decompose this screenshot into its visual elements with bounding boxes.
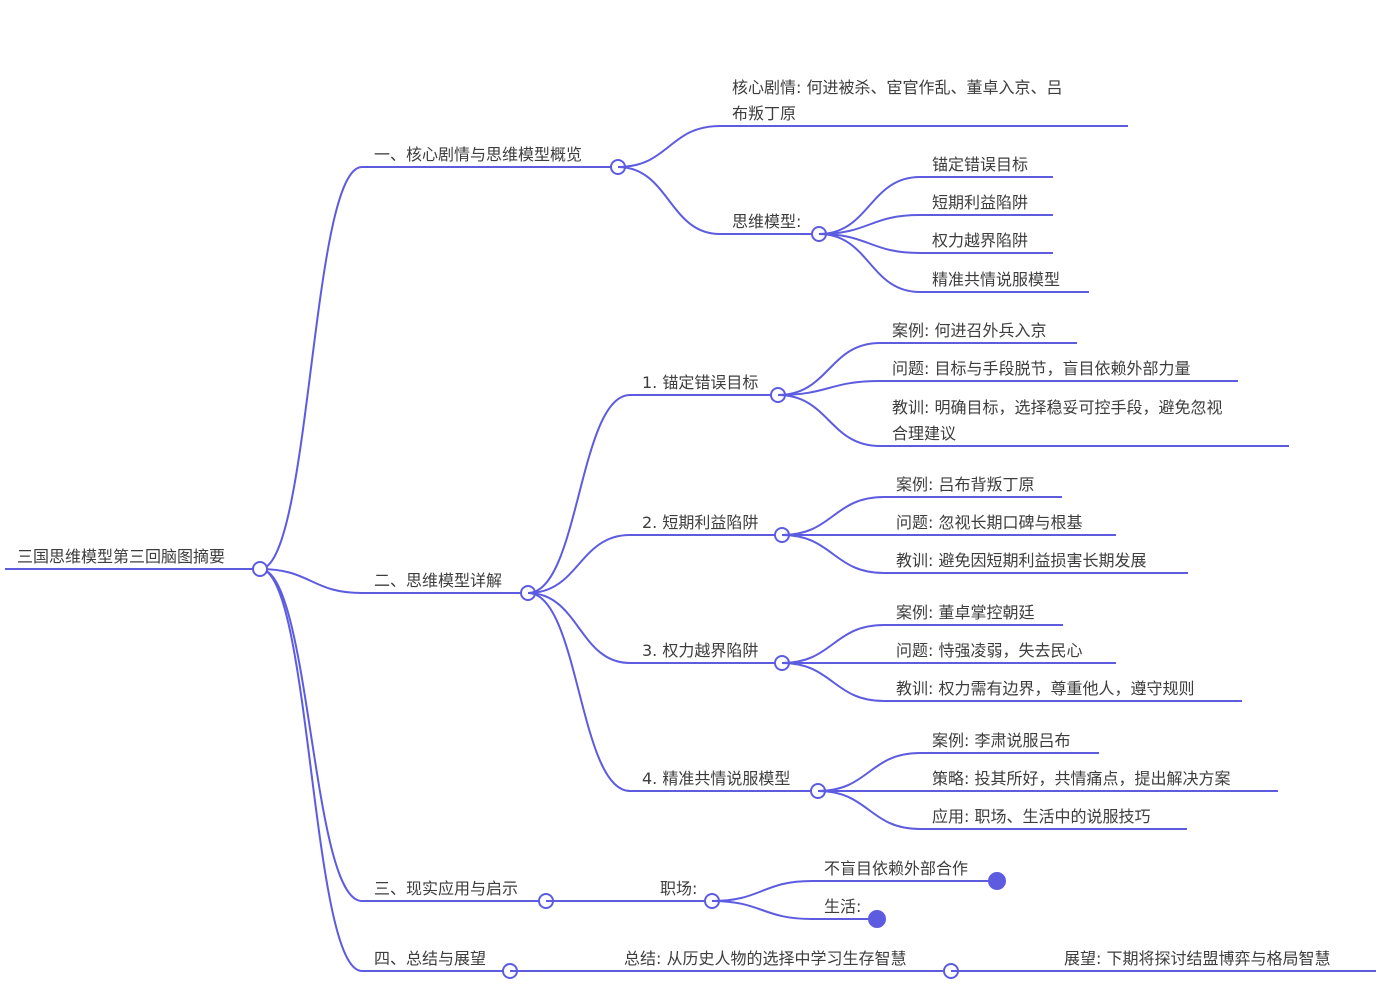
- node-label: 锚定错误目标: [932, 155, 1028, 174]
- node-label: 教训: 权力需有边界，尊重他人，遵守规则: [896, 679, 1194, 698]
- leaf-dot-icon[interactable]: [868, 910, 886, 928]
- node-label: 三国思维模型第三回脑图摘要: [17, 547, 225, 566]
- node-label: 不盲目依赖外部合作: [824, 859, 968, 878]
- node-label: 问题: 忽视长期口碑与根基: [896, 513, 1082, 532]
- leaf-node[interactable]: 问题: 忽视长期口碑与根基: [884, 513, 1116, 536]
- connector: [817, 752, 921, 792]
- leaf-node[interactable]: 案例: 何进召外兵入京: [880, 321, 1077, 344]
- connector: [527, 592, 631, 792]
- node-label: 四、总结与展望: [374, 949, 486, 968]
- connector: [818, 214, 921, 235]
- branch-connector: [259, 568, 363, 972]
- node-label: 核心剧情: 何进被杀、宦官作乱、董卓入京、吕: [732, 78, 1062, 97]
- node-label: 合理建议: [892, 424, 956, 443]
- sub-node[interactable]: 2. 短期利益陷阱: [630, 513, 790, 543]
- connector: [711, 900, 813, 920]
- node-label: 问题: 恃强凌弱，失去民心: [896, 641, 1082, 660]
- leaf-node[interactable]: 教训: 权力需有边界，尊重他人，遵守规则: [884, 679, 1242, 702]
- connector: [617, 125, 721, 168]
- connector: [777, 380, 881, 396]
- leaf-node[interactable]: 精准共情说服模型: [920, 270, 1089, 293]
- leaf-dot-icon[interactable]: [988, 872, 1006, 890]
- node-label: 2. 短期利益陷阱: [642, 513, 758, 532]
- leaf-node[interactable]: 应用: 职场、生活中的说服技巧: [920, 807, 1187, 830]
- node-label: 精准共情说服模型: [932, 270, 1060, 289]
- node-label: 3. 权力越界陷阱: [642, 641, 758, 660]
- sub-node[interactable]: 总结: 从历史人物的选择中学习生存智慧: [612, 949, 959, 979]
- connector: [781, 662, 885, 702]
- connector: [711, 880, 813, 902]
- branch-node[interactable]: 三、现实应用与启示: [362, 879, 554, 909]
- node-label: 三、现实应用与启示: [374, 879, 518, 898]
- leaf-node[interactable]: 策略: 投其所好，共情痛点，提出解决方案: [920, 769, 1278, 792]
- node-label: 4. 精准共情说服模型: [642, 769, 790, 788]
- connector: [818, 176, 921, 235]
- leaf-node[interactable]: 生活:: [812, 897, 886, 928]
- node-label: 案例: 何进召外兵入京: [892, 321, 1046, 340]
- node-label: 教训: 明确目标，选择稳妥可控手段，避免忽视: [892, 398, 1222, 417]
- leaf-node[interactable]: 展望: 下期将探讨结盟博弈与格局智慧: [1052, 949, 1376, 972]
- leaf-node[interactable]: 问题: 目标与手段脱节，盲目依赖外部力量: [880, 359, 1238, 382]
- node-label: 教训: 避免因短期利益损害长期发展: [896, 551, 1146, 570]
- connector: [817, 790, 921, 830]
- sub-node[interactable]: 思维模型:: [720, 212, 827, 242]
- leaf-node[interactable]: 案例: 吕布背叛丁原: [884, 475, 1062, 498]
- node-label: 案例: 李肃说服吕布: [932, 731, 1070, 750]
- connector: [818, 233, 921, 293]
- node-label: 生活:: [824, 897, 861, 916]
- branch-node[interactable]: 二、思维模型详解: [362, 571, 536, 601]
- node-label: 展望: 下期将探讨结盟博弈与格局智慧: [1064, 949, 1330, 968]
- branch-node[interactable]: 四、总结与展望: [362, 949, 518, 979]
- connector: [527, 592, 631, 664]
- node-label: 问题: 目标与手段脱节，盲目依赖外部力量: [892, 359, 1190, 378]
- branch-connector: [259, 568, 363, 902]
- leaf-node[interactable]: 案例: 李肃说服吕布: [920, 731, 1099, 754]
- branch-node[interactable]: 一、核心剧情与思维模型概览: [362, 145, 626, 175]
- leaf-node[interactable]: 权力越界陷阱: [920, 231, 1053, 254]
- node-label: 案例: 吕布背叛丁原: [896, 475, 1034, 494]
- leaf-node[interactable]: 教训: 避免因短期利益损害长期发展: [884, 551, 1188, 574]
- connector: [777, 342, 881, 396]
- node-label: 思维模型:: [732, 212, 801, 231]
- sub-node[interactable]: 3. 权力越界陷阱: [630, 641, 790, 671]
- node-label: 一、核心剧情与思维模型概览: [374, 145, 582, 164]
- sub-node[interactable]: 4. 精准共情说服模型: [630, 769, 826, 799]
- leaf-node[interactable]: 短期利益陷阱: [920, 193, 1053, 216]
- node-label: 总结: 从历史人物的选择中学习生存智慧: [624, 949, 906, 968]
- connector: [781, 496, 885, 536]
- connector: [818, 233, 921, 254]
- connector: [777, 394, 881, 447]
- node-label: 应用: 职场、生活中的说服技巧: [932, 807, 1150, 826]
- sub-node[interactable]: 1. 锚定错误目标: [630, 373, 786, 403]
- node-label: 策略: 投其所好，共情痛点，提出解决方案: [932, 769, 1230, 788]
- connector: [781, 534, 885, 574]
- node-label: 1. 锚定错误目标: [642, 373, 758, 392]
- branch-connector: [259, 568, 363, 594]
- connector: [617, 166, 721, 235]
- node-label: 案例: 董卓掌控朝廷: [896, 603, 1034, 622]
- root-node[interactable]: 三国思维模型第三回脑图摘要: [5, 547, 268, 577]
- node-label: 二、思维模型详解: [374, 571, 502, 590]
- leaf-node[interactable]: 锚定错误目标: [920, 155, 1053, 178]
- connector: [527, 394, 631, 594]
- connector: [781, 624, 885, 664]
- branch-connector: [259, 166, 363, 570]
- sub-node[interactable]: 职场:: [546, 879, 720, 909]
- collapse-toggle-icon[interactable]: [252, 561, 268, 577]
- node-label: 短期利益陷阱: [932, 193, 1028, 212]
- node-label: 职场:: [660, 879, 697, 898]
- node-label: 权力越界陷阱: [932, 231, 1028, 250]
- connector: [527, 534, 631, 594]
- leaf-node[interactable]: 问题: 恃强凌弱，失去民心: [884, 641, 1116, 664]
- node-label: 布叛丁原: [732, 104, 796, 123]
- leaf-node[interactable]: 案例: 董卓掌控朝廷: [884, 603, 1063, 626]
- leaf-node[interactable]: 不盲目依赖外部合作: [812, 859, 1006, 890]
